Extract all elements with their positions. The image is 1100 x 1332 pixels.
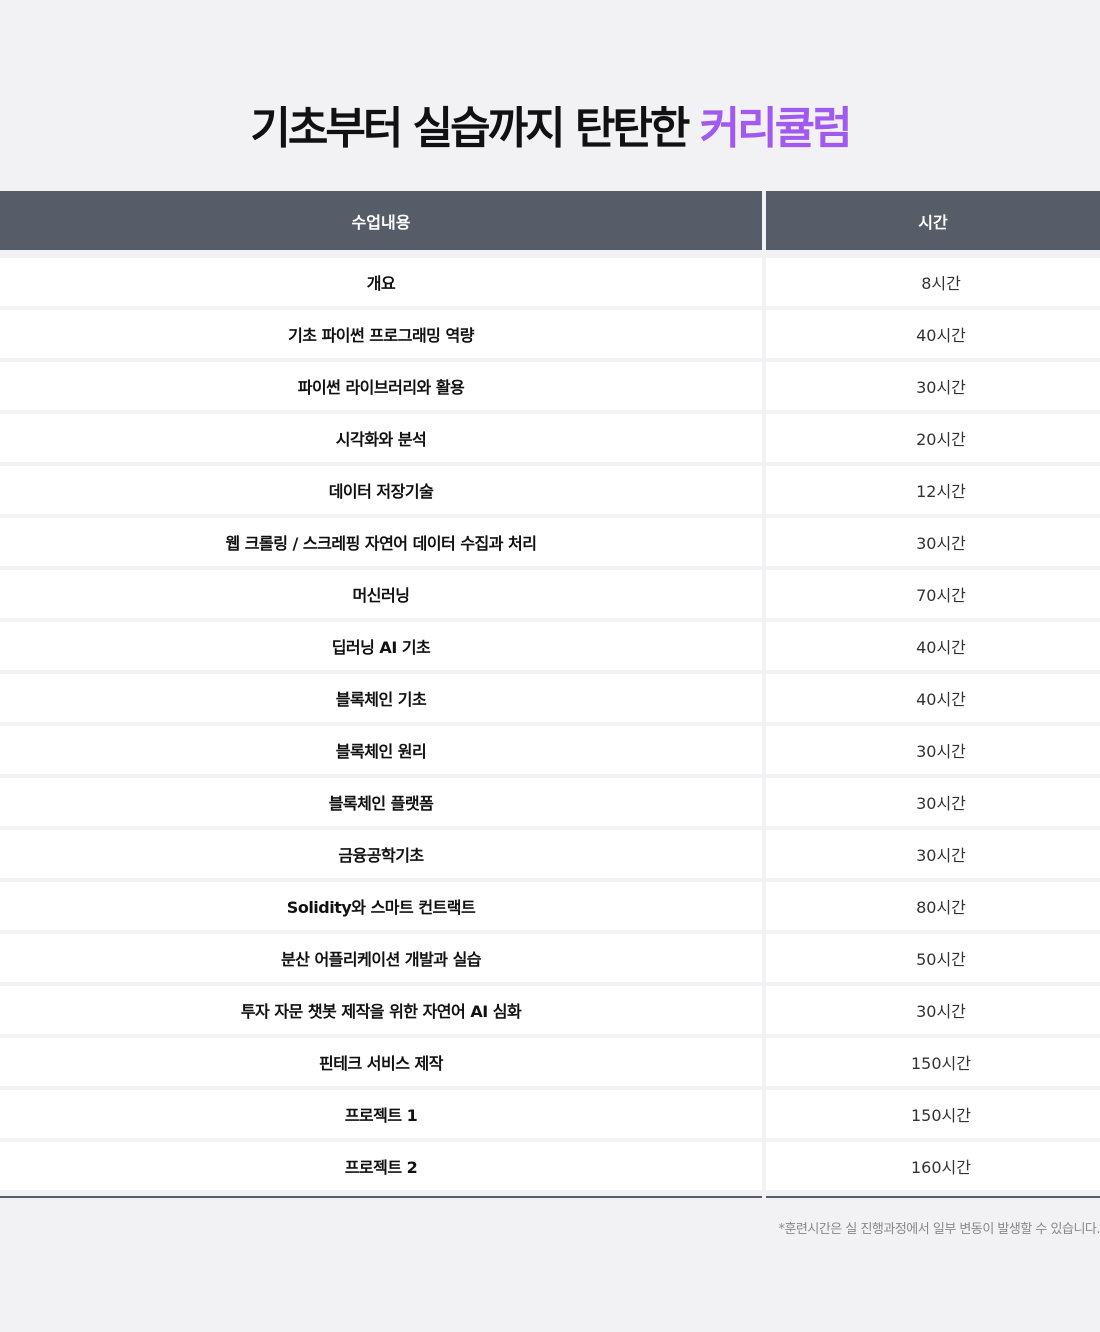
table-row: 웹 크롤링 / 스크레핑 자연어 데이터 수집과 처리 30시간 bbox=[0, 518, 1100, 566]
course-hours: 30시간 bbox=[766, 726, 1100, 774]
course-hours: 150시간 bbox=[766, 1090, 1100, 1138]
curriculum-table: 개요 8시간 기초 파이썬 프로그래밍 역량 40시간 파이썬 라이브러리와 활용 30시… bbox=[0, 258, 1100, 1194]
table-row: 파이썬 라이브러리와 활용 30시간 bbox=[0, 362, 1100, 410]
table-row: 프로젝트 1 150시간 bbox=[0, 1090, 1100, 1138]
course-name: 블록체인 원리 bbox=[0, 726, 762, 774]
table-row: 데이터 저장기술 12시간 bbox=[0, 466, 1100, 514]
course-hours: 30시간 bbox=[766, 778, 1100, 826]
table-row: Solidity와 스마트 컨트랙트 80시간 bbox=[0, 882, 1100, 930]
header-course-content: 수업내용 bbox=[0, 191, 762, 250]
course-name: 기초 파이썬 프로그래밍 역량 bbox=[0, 310, 762, 358]
course-hours: 30시간 bbox=[766, 362, 1100, 410]
table-row: 프로젝트 2 160시간 bbox=[0, 1142, 1100, 1190]
table-row: 핀테크 서비스 제작 150시간 bbox=[0, 1038, 1100, 1086]
course-hours: 20시간 bbox=[766, 414, 1100, 462]
table-row: 기초 파이썬 프로그래밍 역량 40시간 bbox=[0, 310, 1100, 358]
course-hours: 40시간 bbox=[766, 674, 1100, 722]
course-name: 파이썬 라이브러리와 활용 bbox=[0, 362, 762, 410]
footnote: *훈련시간은 실 진행과정에서 일부 변동이 발생할 수 있습니다. bbox=[778, 1222, 1100, 1237]
table-row: 블록체인 기초 40시간 bbox=[0, 674, 1100, 722]
course-hours: 30시간 bbox=[766, 518, 1100, 566]
course-name: 시각화와 분석 bbox=[0, 414, 762, 462]
table-row: 블록체인 원리 30시간 bbox=[0, 726, 1100, 774]
table-row: 금융공학기초 30시간 bbox=[0, 830, 1100, 878]
header-hours: 시간 bbox=[766, 191, 1100, 250]
course-name: 분산 어플리케이션 개발과 실습 bbox=[0, 934, 762, 982]
course-hours: 40시간 bbox=[766, 622, 1100, 670]
course-hours: 30시간 bbox=[766, 830, 1100, 878]
course-name: 프로젝트 2 bbox=[0, 1142, 762, 1190]
table-row: 블록체인 플랫폼 30시간 bbox=[0, 778, 1100, 826]
course-name: 머신러닝 bbox=[0, 570, 762, 618]
course-hours: 70시간 bbox=[766, 570, 1100, 618]
course-hours: 12시간 bbox=[766, 466, 1100, 514]
course-hours: 160시간 bbox=[766, 1142, 1100, 1190]
course-name: 데이터 저장기술 bbox=[0, 466, 762, 514]
table-row: 시각화와 분석 20시간 bbox=[0, 414, 1100, 462]
table-bottom-border bbox=[0, 1196, 762, 1198]
table-row: 분산 어플리케이션 개발과 실습 50시간 bbox=[0, 934, 1100, 982]
course-hours: 30시간 bbox=[766, 986, 1100, 1034]
table-row: 개요 8시간 bbox=[0, 258, 1100, 306]
table-row: 투자 자문 챗봇 제작을 위한 자연어 AI 심화 30시간 bbox=[0, 986, 1100, 1034]
course-name: 핀테크 서비스 제작 bbox=[0, 1038, 762, 1086]
table-row: 딥러닝 AI 기초 40시간 bbox=[0, 622, 1100, 670]
course-hours: 40시간 bbox=[766, 310, 1100, 358]
table-row: 머신러닝 70시간 bbox=[0, 570, 1100, 618]
course-hours: 150시간 bbox=[766, 1038, 1100, 1086]
course-hours: 80시간 bbox=[766, 882, 1100, 930]
title-accent: 커리큘럼 bbox=[699, 103, 853, 154]
course-name: 개요 bbox=[0, 258, 762, 306]
course-hours: 8시간 bbox=[766, 258, 1100, 306]
course-name: Solidity와 스마트 컨트랙트 bbox=[0, 882, 762, 930]
course-name: 금융공학기초 bbox=[0, 830, 762, 878]
course-hours: 50시간 bbox=[766, 934, 1100, 982]
title-main: 기초부터 실습까지 탄탄한 bbox=[250, 103, 690, 154]
course-name: 프로젝트 1 bbox=[0, 1090, 762, 1138]
course-name: 블록체인 플랫폼 bbox=[0, 778, 762, 826]
course-name: 블록체인 기초 bbox=[0, 674, 762, 722]
course-name: 투자 자문 챗봇 제작을 위한 자연어 AI 심화 bbox=[0, 986, 762, 1034]
table-bottom-border bbox=[766, 1196, 1100, 1198]
page-title: 기초부터 실습까지 탄탄한 커리큘럼 bbox=[0, 92, 1100, 156]
course-name: 딥러닝 AI 기초 bbox=[0, 622, 762, 670]
course-name: 웹 크롤링 / 스크레핑 자연어 데이터 수집과 처리 bbox=[0, 518, 762, 566]
